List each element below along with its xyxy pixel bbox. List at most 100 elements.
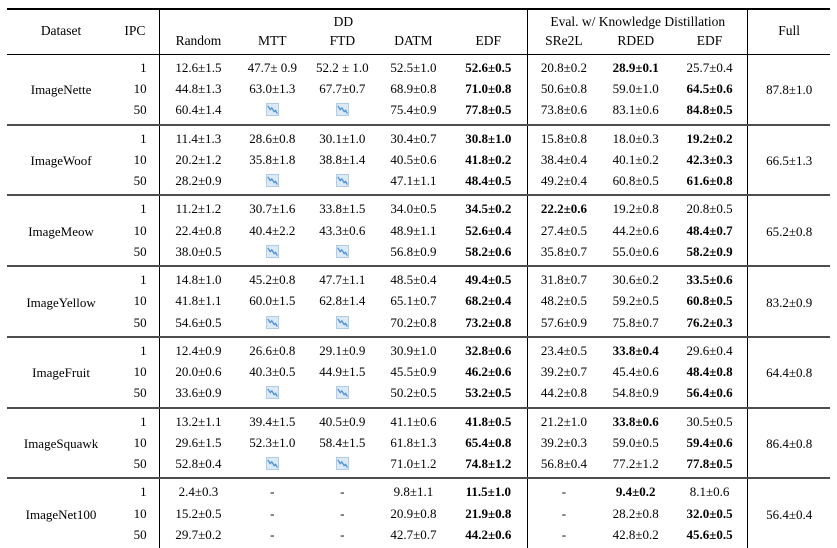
- table-row: ImageNette 1 12.6±1.5 47.7± 0.9 52.2 ± 1.0 52…: [7, 54, 830, 97]
- cell-value: 47.7± 0.9: [247, 59, 297, 75]
- cell-value: -: [340, 505, 345, 521]
- cell-value: -: [270, 505, 275, 521]
- cell-value: 52.8±0.4: [175, 456, 222, 471]
- cell-value: 34.5±0.2: [449, 195, 529, 220]
- cell-value: -: [270, 526, 275, 542]
- cell-value: 38.0±0.5: [175, 243, 222, 259]
- cell-value: 15.8±0.8: [540, 130, 587, 146]
- cell-value: 38.8±1.4: [319, 151, 366, 167]
- cell-value: 25.7±0.4: [671, 54, 749, 79]
- cell-value: 44.2±0.6: [449, 524, 529, 548]
- cell-value: 14.8±1.0: [175, 272, 222, 287]
- dataset-name: ImageFruit: [32, 365, 90, 381]
- table-row: 10 44.8±1.3 63.0±1.3 67.7±0.7 68.9±0.8 71.0±0…: [7, 78, 830, 100]
- cell-value: 68.9±0.8: [390, 81, 437, 96]
- cell-value: 59.0±0.5: [612, 434, 659, 450]
- ipc-value: 50: [115, 99, 160, 125]
- cell-value: 49.4±0.5: [449, 266, 529, 291]
- cell-value: 60.4±1.4: [175, 102, 222, 118]
- cell-value: 45.4±0.6: [612, 364, 659, 379]
- cell-value: 47.1±1.1: [390, 173, 437, 188]
- cell-value: 58.2±0.9: [671, 241, 749, 266]
- cell-value: 54.8±0.9: [612, 385, 659, 401]
- cell-value: 45.2±0.8: [249, 272, 296, 287]
- dataset-name: ImageYellow: [26, 294, 96, 310]
- cell-value: 28.2±0.9: [175, 173, 222, 188]
- cell-value: 29.6±1.5: [175, 434, 222, 450]
- cell-value: 46.2±0.6: [449, 361, 529, 383]
- cell-value: 45.6±0.5: [671, 524, 749, 548]
- cell-value: 13.2±1.1: [175, 413, 222, 429]
- cell-scalability-limit: [307, 312, 377, 337]
- ipc-value: 50: [115, 241, 160, 266]
- cell-value: 40.5±0.6: [390, 151, 437, 167]
- cell-value: 48.5±0.4: [390, 272, 437, 287]
- cell-value: 56.8±0.4: [540, 456, 587, 471]
- cell-value: 28.9±0.1: [612, 59, 659, 75]
- declining-chart-icon: [265, 103, 279, 117]
- dataset-block-imagesquawk: ImageSquawk 1 13.2±1.1 39.4±1.5 40.5±0.9 41.1…: [7, 407, 830, 479]
- cell-value: 50.6±0.8: [540, 81, 587, 96]
- col-header-edf-dd: EDF: [449, 30, 529, 55]
- cell-value: 60.0±1.5: [249, 293, 296, 309]
- ipc-value: 1: [115, 336, 160, 362]
- cell-value: 84.8±0.5: [671, 99, 749, 125]
- declining-chart-icon: [265, 174, 279, 187]
- ipc-value: 1: [115, 195, 160, 220]
- cell-value: 49.2±0.4: [540, 173, 587, 188]
- col-header-edf-kd: EDF: [671, 30, 749, 55]
- dataset-name: ImageWoof: [30, 153, 92, 168]
- cell-value: 56.8±0.9: [390, 243, 437, 259]
- declining-chart-icon: [335, 103, 349, 117]
- declining-chart-icon: [265, 386, 279, 400]
- declining-chart-icon: [265, 244, 279, 258]
- full-dataset-accuracy: 86.4±0.8: [766, 436, 813, 451]
- cell-value: 44.8±1.3: [175, 81, 222, 96]
- cell-value: 58.2±0.6: [449, 241, 529, 266]
- cell-value: 33.6±0.9: [175, 385, 222, 401]
- cell-value: 41.8±0.2: [449, 149, 529, 171]
- declining-chart-icon: [335, 315, 349, 329]
- cell-value: 11.2±1.2: [175, 201, 222, 217]
- ipc-value: 10: [115, 149, 160, 171]
- header-group-row: Dataset IPC DD Eval. w/ Knowledge Distil…: [7, 9, 830, 55]
- ipc-value: 10: [115, 78, 160, 100]
- cell-value: 30.6±0.2: [612, 272, 659, 287]
- table-row: 50 60.4±1.4 75.4±0.9 77.8±0.5 73.8±0.6 83.1±0…: [7, 99, 830, 125]
- cell-value: 43.3±0.6: [319, 222, 366, 238]
- dataset-block-imagemeow: ImageMeow 1 11.2±1.2 30.7±1.6 33.8±1.5 34.0±0…: [7, 195, 830, 266]
- cell-scalability-limit: [237, 454, 307, 479]
- cell-value: 32.0±0.5: [671, 503, 749, 525]
- cell-value: 52.5±1.0: [390, 59, 437, 75]
- full-dataset-accuracy: 87.8±1.0: [766, 82, 813, 98]
- cell-value: 30.9±1.0: [390, 342, 437, 358]
- col-header-ftd: FTD: [329, 32, 356, 48]
- cell-value: 56.4±0.6: [671, 382, 749, 408]
- cell-value: 20.2±1.2: [175, 151, 222, 167]
- cell-value: 39.2±0.3: [540, 434, 587, 450]
- cell-value: 12.4±0.9: [175, 342, 222, 358]
- cell-value: 74.8±1.2: [449, 453, 529, 479]
- cell-value: 39.2±0.7: [540, 364, 587, 379]
- table-row: ImageSquawk 1 13.2±1.1 39.4±1.5 40.5±0.9 41.1…: [7, 407, 830, 451]
- cell-value: 9.4±0.2: [615, 484, 656, 500]
- cell-value: 65.4±0.8: [449, 432, 529, 454]
- ipc-value: 50: [115, 382, 160, 408]
- cell-value: 83.1±0.6: [612, 102, 659, 118]
- cell-value: 31.8±0.7: [540, 272, 587, 287]
- full-dataset-accuracy: 65.2±0.8: [766, 223, 813, 239]
- cell-value: 45.5±0.9: [390, 364, 437, 379]
- full-dataset-accuracy: 66.5±1.3: [766, 153, 813, 168]
- cell-scalability-limit: [237, 312, 307, 337]
- cell-value: 30.1±1.0: [319, 130, 366, 146]
- ipc-value: 10: [115, 290, 160, 312]
- table-row: 10 22.4±0.8 40.4±2.2 43.3±0.6 48.9±1.1 52.6±0…: [7, 220, 830, 242]
- full-dataset-accuracy: 56.4±0.4: [766, 506, 813, 522]
- ipc-value: 50: [115, 312, 160, 337]
- cell-value: 44.9±1.5: [319, 364, 366, 379]
- declining-chart-icon: [335, 174, 349, 187]
- cell-value: 20.0±0.6: [175, 364, 222, 379]
- ipc-value: 1: [115, 54, 160, 79]
- cell-value: 20.8±0.2: [540, 59, 587, 75]
- col-header-full: Full: [778, 23, 801, 39]
